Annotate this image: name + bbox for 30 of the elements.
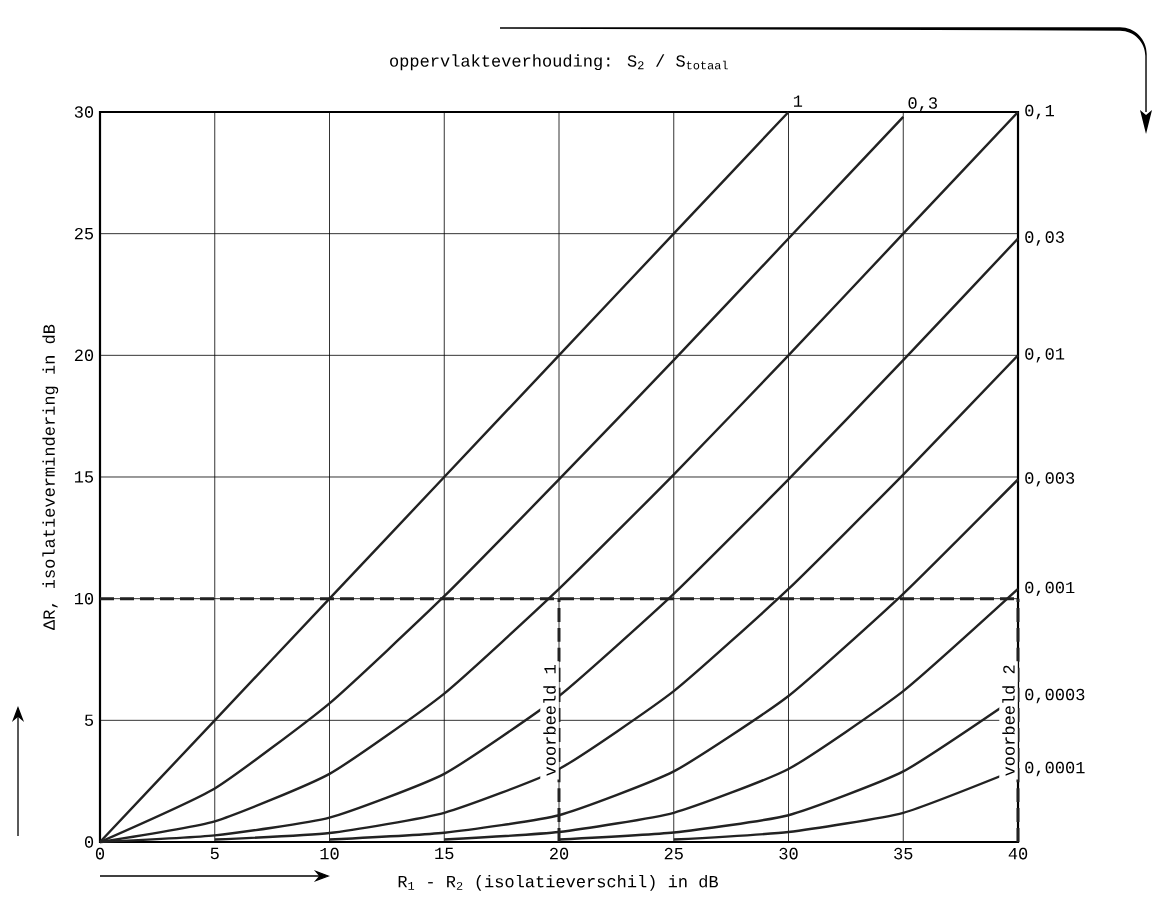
x-tick-label: 15 [435, 847, 454, 860]
chart-title: oppervlakteverhouding: S$_{2}$ / S$_{totaal}$ [390, 54, 728, 71]
x-tick-label: 40 [1008, 847, 1028, 860]
series-label: 0,0001 [1025, 761, 1085, 777]
series-label: 1 [793, 95, 803, 107]
y-tick-label: 30 [74, 106, 94, 118]
series-label: 0,01 [1025, 348, 1065, 363]
series-label: 0,001 [1025, 581, 1075, 597]
series-label: 0,1 [1025, 104, 1054, 120]
y-tick-label: 25 [74, 227, 94, 240]
x-tick-label: 35 [894, 847, 913, 860]
y-tick-label: 10 [74, 592, 94, 605]
text: R$_{1}$ - R$_{2}$ (isolatieverschil) in dB [398, 874, 718, 891]
text: voorbeeld 2 [1002, 665, 1015, 776]
series-label: 0,003 [1025, 472, 1075, 487]
y-tick-label: 5 [85, 714, 94, 727]
x-tick-label: 5 [210, 847, 219, 860]
x-tick-label: 30 [779, 847, 798, 860]
series-label: 0,3 [908, 97, 937, 112]
y-axis-title: ΔR, isolatievermindering in dB [42, 324, 59, 630]
x-tick-label: 10 [320, 847, 339, 860]
y-tick-label: 0 [84, 836, 94, 848]
x-tick-label: 0 [95, 847, 105, 860]
series-label: 0,03 [1025, 231, 1064, 246]
y-tick-label: 20 [74, 349, 94, 362]
text: voorbeeld 1 [543, 665, 556, 776]
y-tick-label: 15 [74, 471, 94, 483]
x-tick-label: 20 [550, 847, 569, 860]
x-tick-label: 25 [664, 847, 683, 860]
series-label: 0,0003 [1025, 688, 1085, 704]
